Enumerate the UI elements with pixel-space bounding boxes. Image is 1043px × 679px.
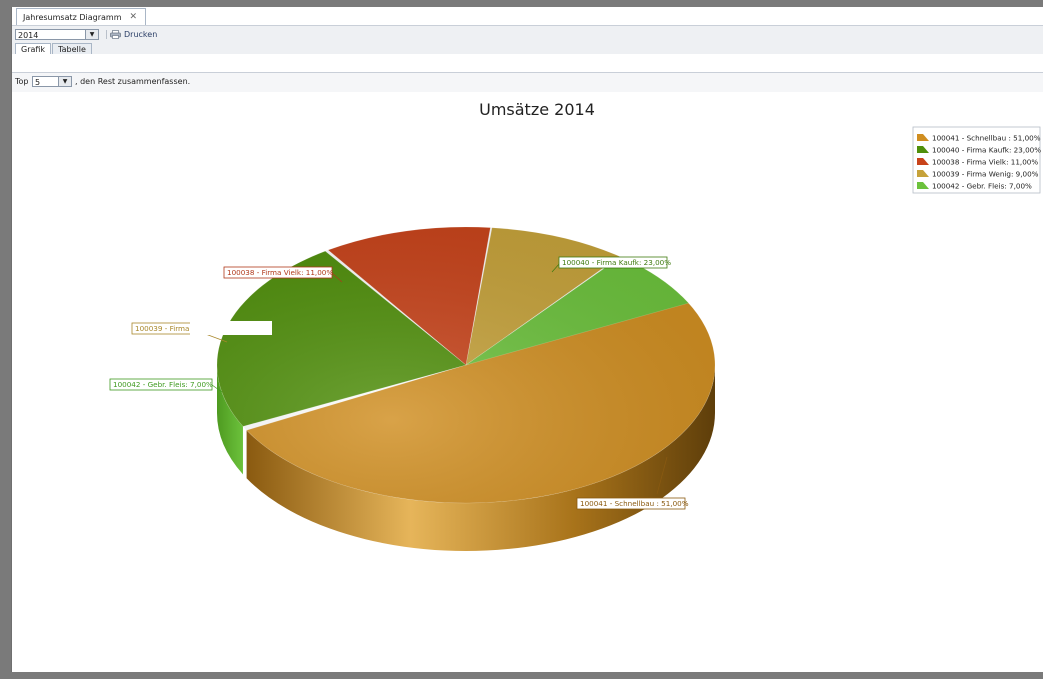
document-tab[interactable]: Jahresumsatz Diagramm ✕	[16, 8, 147, 25]
pie-chart: Umsätze 2014 100041 - Schnellbau : 51,00…	[109, 100, 1041, 551]
top-n-select[interactable]: 5 ▼	[32, 76, 72, 87]
legend-item: 100039 - Firma Wenig: 9,00%	[917, 170, 1039, 179]
legend-swatch	[917, 146, 929, 153]
legend-label: 100040 - Firma Kaufk: 23,00%	[932, 146, 1041, 155]
chart-title: Umsätze 2014	[479, 100, 595, 119]
data-label: 100038 - Firma Vielk: 11,00%	[223, 266, 343, 283]
chevron-down-icon[interactable]: ▼	[85, 30, 98, 39]
tab-grafik[interactable]: Grafik	[15, 43, 52, 54]
label-occluder	[190, 321, 272, 335]
data-label-text: 100041 - Schnellbau : 51,00%	[580, 499, 689, 508]
chart-area: Umsätze 2014 100041 - Schnellbau : 51,00…	[12, 92, 1043, 672]
document-tab-title: Jahresumsatz Diagramm	[23, 12, 122, 22]
filter-bar: Top 5 ▼ , den Rest zusammenfassen.	[12, 72, 1043, 93]
year-select-value: 2014	[18, 31, 39, 40]
data-label: 100042 - Gebr. Fleis: 7,00%	[109, 378, 223, 393]
chevron-down-icon[interactable]: ▼	[58, 77, 71, 86]
legend-item: 100041 - Schnellbau : 51,00%	[917, 134, 1041, 143]
top-label: Top	[15, 77, 29, 86]
year-select[interactable]: 2014 ▼	[15, 29, 99, 40]
data-label: 100040 - Firma Kaufk: 23,00%	[551, 256, 671, 273]
app-frame: Jahresumsatz Diagramm ✕ 2014 ▼ Drucken G…	[11, 7, 1043, 672]
data-label-text: 100040 - Firma Kaufk: 23,00%	[562, 258, 671, 267]
toolbar-separator	[106, 30, 107, 39]
legend-swatch	[917, 158, 929, 165]
legend-label: 100042 - Gebr. Fleis: 7,00%	[932, 182, 1032, 191]
tab-tabelle[interactable]: Tabelle	[52, 43, 92, 54]
data-label-text: 100038 - Firma Vielk: 11,00%	[227, 268, 333, 277]
legend-swatch	[917, 182, 929, 189]
legend-label: 100041 - Schnellbau : 51,00%	[932, 134, 1041, 143]
legend-item: 100042 - Gebr. Fleis: 7,00%	[917, 182, 1032, 191]
legend-item: 100040 - Firma Kaufk: 23,00%	[917, 146, 1041, 155]
legend-box	[912, 126, 1041, 194]
toolbar: 2014 ▼ Drucken Grafik Tabelle	[12, 25, 1043, 54]
legend-item: 100038 - Firma Vielk: 11,00%	[917, 158, 1038, 167]
printer-icon	[110, 29, 121, 39]
data-label-text: 100042 - Gebr. Fleis: 7,00%	[113, 380, 213, 389]
print-button[interactable]: Drucken	[110, 28, 157, 40]
legend-swatch	[917, 134, 929, 141]
data-label-text: 100039 - Firma	[135, 324, 189, 333]
close-icon[interactable]: ✕	[129, 12, 138, 22]
data-label: 100041 - Schnellbau : 51,00%	[576, 456, 689, 510]
legend-swatch	[917, 170, 929, 177]
view-tabs: Grafik Tabelle	[15, 43, 93, 54]
legend-label: 100038 - Firma Vielk: 11,00%	[932, 158, 1038, 167]
summarize-label: , den Rest zusammenfassen.	[75, 77, 191, 86]
legend-label: 100039 - Firma Wenig: 9,00%	[932, 170, 1039, 179]
top-n-value: 5	[35, 78, 41, 87]
print-button-label: Drucken	[124, 29, 158, 39]
